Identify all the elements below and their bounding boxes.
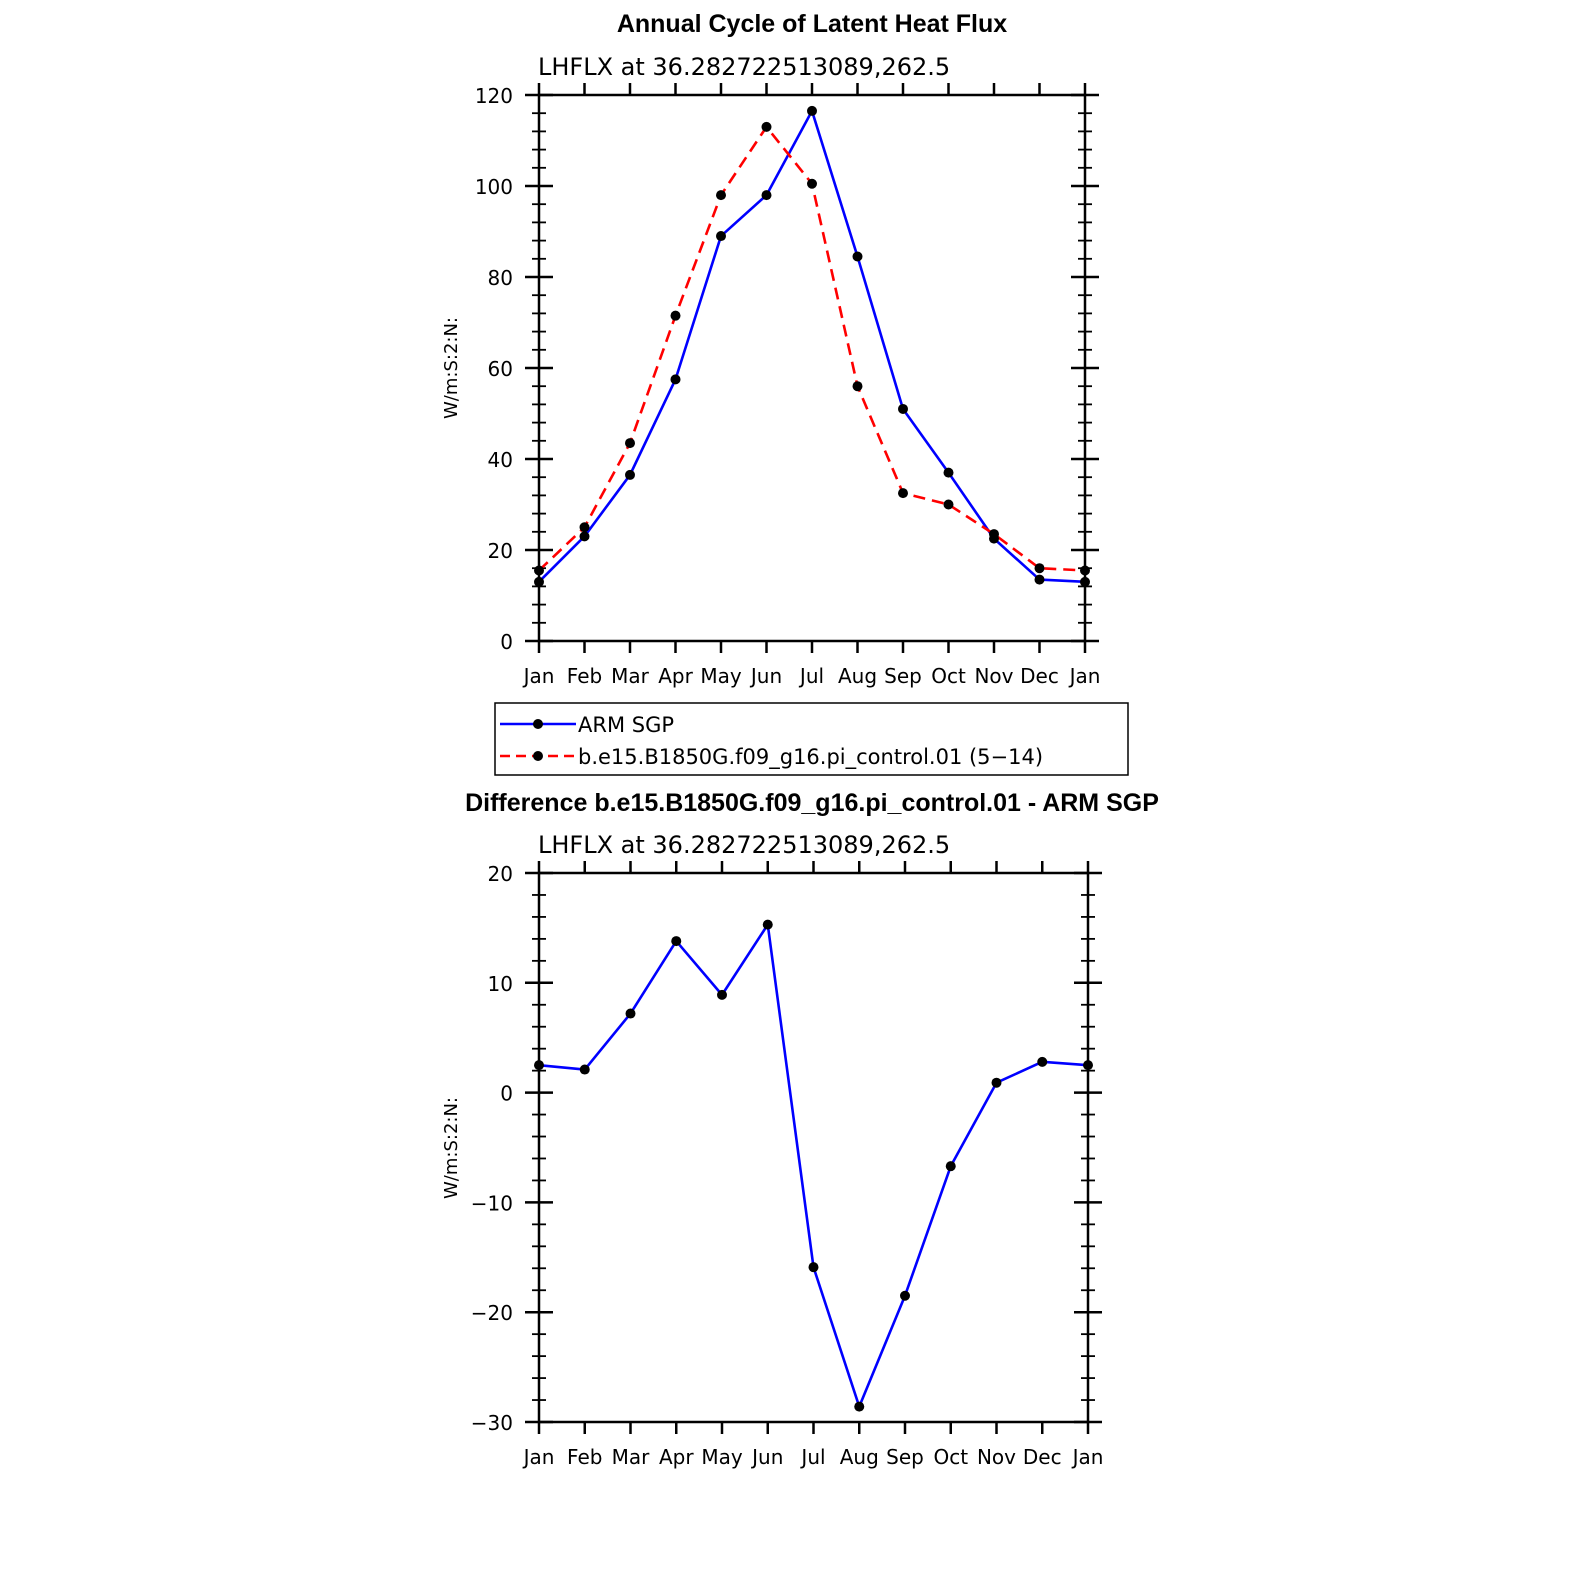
plot-area: Jan Feb Mar Apr May Jun Jul Aug Sep Oct Nov Dec Jan−… (471, 861, 1104, 1469)
y-tick-label: 120 (475, 84, 513, 108)
data-point (762, 919, 773, 930)
series-line (538, 125, 1086, 572)
legend-marker-model (533, 751, 543, 761)
chart-subtitle: LHFLX at 36.282722513089,262.5 (538, 53, 950, 81)
y-tick-label: 10 (488, 972, 513, 996)
y-tick-label: 60 (488, 357, 513, 381)
data-point (1034, 563, 1045, 574)
data-point (852, 381, 863, 392)
legend-label-model: b.e15.B1850G.f09_g16.pi_control.01 (5−14… (578, 745, 1043, 770)
data-point (534, 1060, 544, 1071)
chart-subtitle: LHFLX at 36.282722513089,262.5 (538, 831, 950, 859)
data-point (852, 251, 863, 262)
data-point (716, 231, 726, 242)
data-point (1080, 565, 1090, 576)
x-tick-label: Jan (522, 664, 555, 688)
annual-cycle-chart: Annual Cycle of Latent Heat Flux LHFLX a… (441, 10, 1100, 688)
data-point (945, 1161, 956, 1172)
x-tick-label: Apr (659, 1445, 694, 1469)
data-point (625, 438, 635, 449)
x-tick-label: Apr (658, 664, 693, 688)
x-tick-label: Jan (1071, 1445, 1104, 1469)
x-tick-label: Jun (750, 1445, 783, 1469)
data-point (1037, 1056, 1048, 1067)
difference-chart: Difference b.e15.B1850G.f09_g16.pi_contr… (441, 789, 1159, 1469)
y-tick-label: 40 (488, 448, 513, 472)
y-tick-label: −10 (471, 1191, 513, 1215)
x-tick-label: Nov (974, 664, 1013, 688)
x-tick-label: Mar (612, 1445, 651, 1469)
x-tick-label: Aug (838, 664, 877, 688)
data-point (991, 1077, 1002, 1088)
data-point (717, 989, 727, 1000)
data-point (943, 499, 954, 510)
y-axis-label: W/m:S:2:N: (441, 317, 462, 419)
data-point (900, 1290, 910, 1301)
data-point (898, 403, 908, 414)
data-point (534, 576, 544, 587)
data-point (579, 522, 590, 533)
data-point (716, 190, 726, 201)
x-tick-label: Feb (567, 1445, 602, 1469)
data-point (807, 105, 817, 116)
x-tick-label: Jan (1068, 664, 1101, 688)
legend-marker-arm-sgp (533, 719, 543, 729)
legend-box (494, 702, 1129, 776)
x-tick-label: Nov (977, 1445, 1016, 1469)
data-point (534, 565, 544, 576)
x-tick-label: Sep (886, 1445, 924, 1469)
legend: ARM SGP b.e15.B1850G.f09_g16.pi_control.… (494, 702, 1129, 776)
x-tick-label: Feb (567, 664, 602, 688)
data-point (670, 310, 681, 321)
x-tick-label: Dec (1020, 664, 1059, 688)
x-tick-label: May (701, 1445, 743, 1469)
data-point (625, 1008, 636, 1019)
y-axis-label: W/m:S:2:N: (441, 1097, 462, 1199)
y-tick-label: 20 (488, 539, 513, 563)
x-tick-label: Mar (611, 664, 650, 688)
data-point (1080, 576, 1090, 587)
y-tick-label: 0 (500, 630, 513, 654)
x-tick-label: May (700, 664, 742, 688)
x-tick-label: Jul (799, 1445, 825, 1469)
plot-frame (537, 871, 1090, 1424)
plot-frame (537, 93, 1087, 643)
x-tick-label: Jan (522, 1445, 555, 1469)
data-point (761, 121, 772, 132)
x-tick-label: Oct (933, 1445, 968, 1469)
data-point (943, 467, 954, 478)
x-tick-label: Jul (798, 664, 824, 688)
y-tick-label: 0 (500, 1082, 513, 1106)
data-point (898, 488, 908, 499)
data-point (625, 469, 635, 480)
data-point (989, 529, 999, 540)
y-tick-label: 20 (488, 862, 513, 886)
x-tick-label: Dec (1023, 1445, 1062, 1469)
data-point (854, 1401, 865, 1412)
x-tick-label: Sep (884, 664, 922, 688)
data-point (579, 1064, 590, 1075)
x-tick-label: Jun (749, 664, 782, 688)
x-tick-label: Oct (931, 664, 966, 688)
plot-area: Jan Feb Mar Apr May Jun Jul Aug Sep Oct Nov Dec Jan 0… (475, 83, 1101, 688)
data-point (1034, 574, 1045, 585)
data-point (671, 936, 682, 947)
chart-title: Difference b.e15.B1850G.f09_g16.pi_contr… (465, 789, 1159, 817)
data-point (808, 1262, 819, 1273)
data-point (670, 374, 681, 385)
data-point (1083, 1060, 1093, 1071)
legend-label-arm-sgp: ARM SGP (578, 713, 674, 737)
data-point (579, 531, 590, 542)
y-tick-label: −20 (471, 1301, 513, 1325)
y-tick-label: 100 (475, 175, 513, 199)
y-tick-label: −30 (471, 1411, 513, 1435)
series-line (538, 923, 1089, 1408)
data-point (807, 178, 817, 189)
x-tick-label: Aug (840, 1445, 879, 1469)
data-point (761, 190, 772, 201)
y-tick-label: 80 (488, 266, 513, 290)
chart-title: Annual Cycle of Latent Heat Flux (617, 10, 1007, 38)
